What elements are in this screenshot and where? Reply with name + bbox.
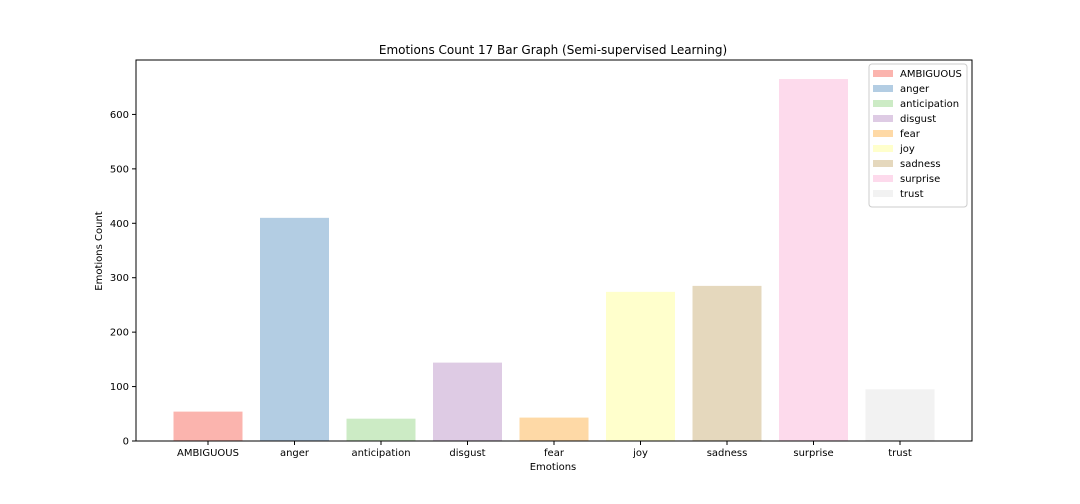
x-tick-label: AMBIGUOUS — [177, 448, 239, 459]
plot-frame — [135, 59, 973, 442]
y-tick-label: 300 — [110, 273, 129, 284]
legend-swatch — [873, 190, 893, 197]
legend-swatch — [873, 70, 893, 77]
bar-surprise — [779, 79, 848, 442]
bar-disgust — [433, 362, 502, 441]
legend-entry: trust — [900, 189, 924, 200]
bar-joy — [606, 291, 675, 441]
legend-swatch — [873, 145, 893, 152]
y-tick-label: 0 — [123, 437, 129, 448]
legend-entry: sadness — [900, 159, 941, 170]
legend-entry: fear — [900, 129, 921, 140]
x-tick-label: joy — [632, 448, 648, 459]
legend-swatch — [873, 85, 893, 92]
legend-swatch — [873, 115, 893, 122]
y-axis-label: Emotions Count — [94, 211, 105, 290]
x-tick-label: sadness — [707, 448, 748, 459]
x-tick-label: disgust — [449, 448, 485, 459]
legend: AMBIGUOUS anger anticipation disgust fear joy… — [868, 63, 968, 208]
legend-swatch — [873, 130, 893, 137]
legend-swatch — [873, 160, 893, 167]
bar-fear — [519, 417, 589, 441]
y-tick-label: 400 — [110, 219, 129, 230]
x-tick-label: fear — [544, 448, 565, 459]
x-tick-label: surprise — [793, 448, 833, 459]
chart-title: Emotions Count 17 Bar Graph (Semi-superv… — [379, 43, 727, 57]
legend-entry: anger — [900, 84, 930, 95]
legend-frame — [868, 63, 968, 208]
bar-trust — [865, 389, 935, 441]
bar-anger — [260, 217, 329, 441]
bar-sadness — [692, 285, 762, 441]
legend-entry: anticipation — [900, 99, 959, 110]
legend-entry: surprise — [900, 174, 940, 185]
legend-entry: disgust — [900, 114, 936, 125]
y-tick-label: 100 — [110, 382, 129, 393]
legend-entry: AMBIGUOUS — [900, 69, 962, 80]
legend-swatch — [873, 175, 893, 182]
y-tick-label: 200 — [110, 328, 129, 339]
y-tick-label: 500 — [110, 164, 129, 175]
legend-entry: joy — [899, 144, 915, 155]
x-tick-label: anticipation — [351, 448, 410, 459]
y-tick-label: 600 — [110, 110, 129, 121]
legend-swatch — [873, 100, 893, 107]
x-tick-label: trust — [888, 448, 912, 459]
bar-ambiguous — [173, 411, 243, 441]
x-axis-label: Emotions — [530, 462, 577, 473]
x-tick-label: anger — [280, 448, 310, 459]
bar-anticipation — [346, 418, 416, 441]
